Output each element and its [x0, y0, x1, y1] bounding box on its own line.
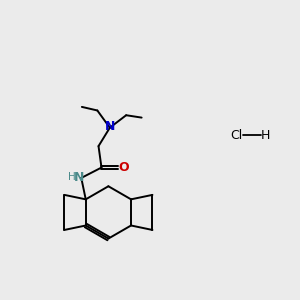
Text: O: O — [118, 161, 128, 174]
Text: H: H — [68, 172, 76, 182]
Text: N: N — [74, 171, 84, 184]
Text: H: H — [261, 129, 271, 142]
Text: Cl: Cl — [230, 129, 242, 142]
Text: N: N — [105, 120, 116, 133]
